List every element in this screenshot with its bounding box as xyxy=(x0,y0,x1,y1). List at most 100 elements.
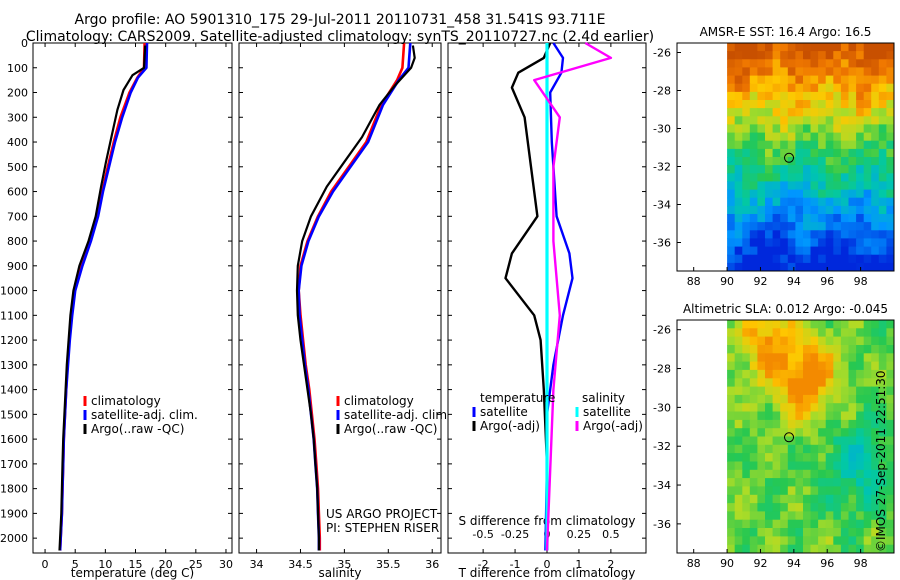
heat-cell xyxy=(742,453,751,462)
heat-cell xyxy=(810,214,819,223)
heat-cell xyxy=(734,83,743,93)
heat-cell xyxy=(749,453,758,462)
heat-cell xyxy=(734,536,743,546)
heat-cell xyxy=(780,43,789,52)
heat-cell xyxy=(871,230,880,239)
heat-cell xyxy=(886,436,894,446)
heat-cell xyxy=(803,444,812,454)
heat-cell xyxy=(833,254,842,264)
heat-cell xyxy=(757,336,766,346)
heat-cell xyxy=(840,478,850,487)
heat-cell xyxy=(765,197,774,207)
heat-cell xyxy=(856,254,865,264)
heat-cell xyxy=(810,51,819,60)
heat-cell xyxy=(825,140,834,150)
heat-cell xyxy=(734,369,743,379)
heat-cell xyxy=(848,189,857,199)
heat-cell xyxy=(810,428,819,438)
heat-cell xyxy=(818,43,827,52)
heat-cell xyxy=(833,197,842,207)
s-tick-label: 0.25 xyxy=(567,528,592,541)
heat-cell xyxy=(757,124,766,134)
y-tick-label: 100 xyxy=(7,62,28,75)
heat-cell xyxy=(749,320,758,329)
y-tick-label: 700 xyxy=(7,210,28,223)
heat-cell xyxy=(848,165,857,174)
heat-cell xyxy=(840,246,850,256)
heat-cell xyxy=(825,486,834,496)
heat-cell xyxy=(727,403,736,413)
heat-cell xyxy=(825,214,834,223)
heat-cell xyxy=(871,197,880,207)
legend-label: Argo(-adj) xyxy=(583,419,643,433)
heat-cell xyxy=(810,181,819,191)
heat-cell xyxy=(840,419,850,429)
heat-cell xyxy=(878,51,887,60)
heat-cell xyxy=(810,67,819,77)
heat-cell xyxy=(757,59,766,68)
heat-cell xyxy=(734,91,743,101)
heat-cell xyxy=(734,519,743,529)
heat-cell xyxy=(757,262,766,271)
heat-cell xyxy=(840,173,850,182)
heat-cell xyxy=(886,320,894,329)
heat-cell xyxy=(848,328,857,338)
heat-cell xyxy=(795,132,804,142)
heat-cell xyxy=(848,419,857,429)
heat-cell xyxy=(871,328,880,338)
heat-cell xyxy=(886,148,894,158)
heat-cell xyxy=(825,436,834,446)
heat-cell xyxy=(833,411,842,421)
heat-cell xyxy=(810,436,819,446)
heat-cell xyxy=(840,165,850,174)
heat-cell xyxy=(810,503,819,512)
heat-cell xyxy=(734,132,743,142)
heat-cell xyxy=(856,528,865,537)
heat-cell xyxy=(848,116,857,125)
heat-cell xyxy=(833,436,842,446)
heat-cell xyxy=(886,124,894,134)
heat-cell xyxy=(856,478,865,487)
heat-cell xyxy=(863,197,872,207)
heat-cell xyxy=(742,59,751,68)
heat-cell xyxy=(825,378,834,388)
heat-cell xyxy=(803,246,812,256)
heat-cell xyxy=(742,43,751,52)
heat-cell xyxy=(803,536,812,546)
heat-cell xyxy=(856,100,865,109)
heat-cell xyxy=(795,444,804,454)
heat-cell xyxy=(833,165,842,174)
heat-cell xyxy=(742,494,751,504)
heat-cell xyxy=(727,173,736,182)
heat-cell xyxy=(848,320,857,329)
heat-cell xyxy=(727,453,736,462)
heat-cell xyxy=(818,536,827,546)
copyright-stamp: ©IMOS 27-Sep-2011 22:51:30 xyxy=(874,370,888,552)
heat-cell xyxy=(863,328,872,338)
heat-cell xyxy=(825,428,834,438)
heat-cell xyxy=(833,528,842,537)
heat-cell xyxy=(757,436,766,446)
heat-cell xyxy=(825,124,834,134)
heat-cell xyxy=(878,536,887,546)
heat-cell xyxy=(787,91,796,101)
heat-cell xyxy=(734,469,743,479)
heat-cell xyxy=(749,503,758,512)
heat-cell xyxy=(886,361,894,371)
heat-cell xyxy=(727,214,736,223)
heat-cell xyxy=(878,165,887,174)
heat-cell xyxy=(772,214,781,223)
heat-cell xyxy=(749,436,758,446)
heat-cell xyxy=(825,411,834,421)
heat-cell xyxy=(765,453,774,462)
heat-cell xyxy=(795,411,804,421)
heat-cell xyxy=(772,453,781,462)
heat-cell xyxy=(780,173,789,182)
heat-cell xyxy=(787,528,796,537)
heat-cell xyxy=(772,238,781,248)
heat-cell xyxy=(734,148,743,158)
heat-cell xyxy=(878,238,887,248)
heat-cell xyxy=(734,140,743,150)
heat-cell xyxy=(818,528,827,537)
heat-cell xyxy=(757,148,766,158)
